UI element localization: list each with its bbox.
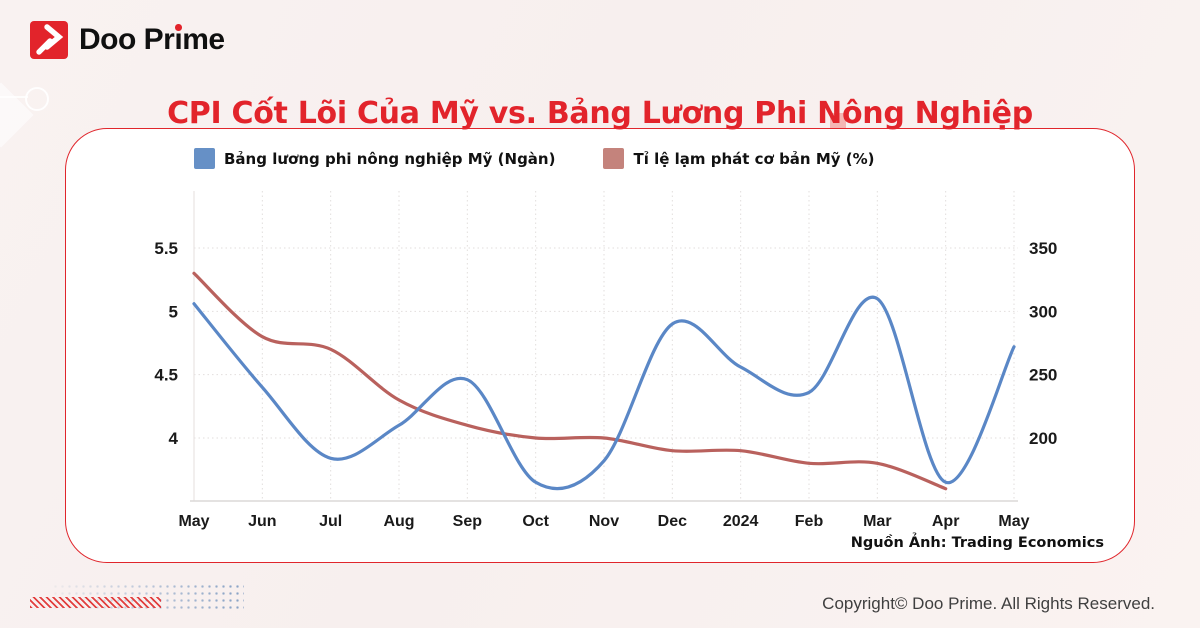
x-axis-label: May: [178, 513, 209, 530]
x-axis-label: 2024: [723, 513, 759, 530]
page-title: CPI Cốt Lõi Của Mỹ vs. Bảng Lương Phi Nô…: [167, 96, 1033, 132]
dot-grid-decoration: [52, 583, 244, 610]
left-axis-tick: 5: [169, 302, 178, 321]
x-axis-label: Mar: [863, 513, 891, 530]
red-hatched-bar-decoration: [30, 597, 161, 608]
doo-prime-logo-icon: [30, 21, 68, 59]
x-axis-label: Aug: [383, 513, 414, 530]
legend-label: Tỉ lệ lạm phát cơ bản Mỹ (%): [633, 149, 875, 168]
x-axis-label: Sep: [453, 513, 483, 530]
x-axis-label: Nov: [589, 513, 619, 530]
x-axis-label: Dec: [658, 513, 687, 530]
chart-card: Bảng lương phi nông nghiệp Mỹ (Ngàn) Tỉ l…: [65, 128, 1135, 563]
x-axis-label: Feb: [795, 513, 824, 530]
x-axis-label: May: [998, 513, 1029, 530]
x-axis-label: Oct: [522, 513, 549, 530]
legend-label: Bảng lương phi nông nghiệp Mỹ (Ngàn): [224, 149, 556, 168]
legend-swatch: [603, 148, 625, 169]
logo-text: Doo Prı me: [79, 23, 225, 56]
copyright-text: Copyright© Doo Prime. All Rights Reserve…: [822, 594, 1155, 613]
series-line-cpi: [192, 271, 948, 491]
left-axis-tick: 4: [169, 429, 179, 448]
left-axis-tick: 4.5: [154, 366, 178, 385]
right-axis-tick: 300: [1029, 302, 1057, 321]
chart-legend: Bảng lương phi nông nghiệp Mỹ (Ngàn) Tỉ l…: [194, 148, 875, 169]
right-axis-tick: 350: [1029, 239, 1057, 258]
logo-i-dot: [175, 24, 182, 31]
line-chart: 5.5 5 4.5 4 350 300 250 200 May Jun Jul Aug Sep Oct No…: [154, 191, 1057, 530]
legend-item: Tỉ lệ lạm phát cơ bản Mỹ (%): [603, 148, 875, 169]
right-axis-tick: 250: [1029, 366, 1057, 385]
x-axis-label: Jul: [319, 513, 342, 530]
series-line-payrolls: [192, 295, 1016, 491]
x-axis-label: Jun: [248, 513, 276, 530]
right-axis-tick: 200: [1029, 429, 1057, 448]
legend-item: Bảng lương phi nông nghiệp Mỹ (Ngàn): [194, 148, 555, 169]
left-axis-tick: 5.5: [154, 239, 178, 258]
source-note: Nguồn Ảnh: Trading Economics: [850, 535, 1104, 551]
brand-header: Doo Prı me: [30, 20, 225, 60]
legend-swatch: [194, 148, 215, 169]
x-axis-label: Apr: [932, 513, 960, 530]
